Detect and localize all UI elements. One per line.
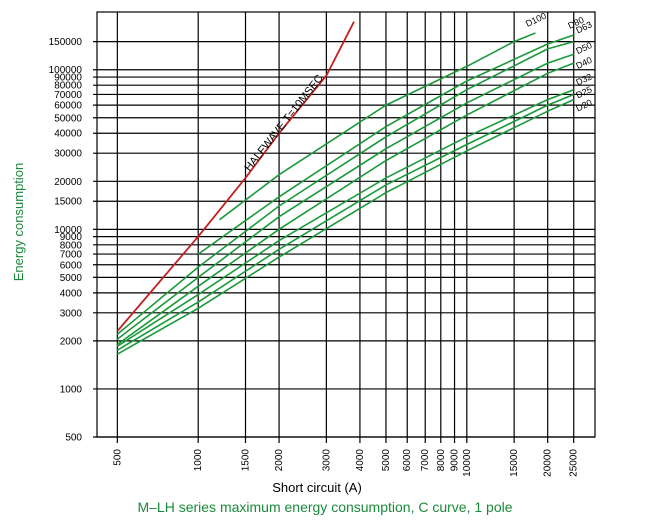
y-tick-label: 80000 — [54, 81, 82, 92]
series-label-d40: D40 — [574, 55, 593, 71]
x-axis-label: Short circuit (A) — [272, 480, 362, 495]
chart-caption: M–LH series maximum energy consumption, … — [137, 499, 512, 515]
series-line-d40 — [116, 62, 574, 346]
y-tick-label: 15000 — [54, 197, 82, 208]
y-tick-label: 8000 — [60, 240, 83, 251]
x-ticks: 500 1000 1500 2000 3000 4000 5000 6000 7000 8000 9… — [112, 449, 579, 477]
x-tick-label: 500 — [112, 449, 123, 466]
x-tick-label: 1500 — [241, 449, 252, 472]
series-line-d100 — [219, 32, 536, 221]
y-tick-label: 2000 — [60, 336, 83, 347]
x-tick-label: 25000 — [569, 449, 580, 477]
y-tick-label: 10000 — [54, 225, 82, 236]
y-tick-label: 1000 — [60, 384, 83, 395]
y-tick-label: 3000 — [60, 308, 83, 319]
x-tick-label: 2000 — [274, 449, 285, 472]
y-tick-label: 4000 — [60, 288, 83, 299]
y-tick-label: 150000 — [49, 37, 83, 48]
y-tick-label: 7000 — [60, 250, 83, 261]
series-line-d80 — [197, 34, 574, 255]
series-line-d50 — [116, 53, 574, 340]
y-tick-label: 5000 — [60, 273, 83, 284]
x-tick-label: 8000 — [436, 449, 447, 472]
x-tick-label: 20000 — [543, 449, 554, 477]
x-tick-label: 4000 — [355, 449, 366, 472]
series-line-d25 — [116, 93, 575, 351]
series-label-d100: D100 — [524, 11, 548, 29]
series-line-d63 — [116, 40, 574, 335]
y-ticks: 5001000200030004000500060007000800090001… — [49, 37, 83, 443]
curves — [116, 21, 575, 355]
series-label-d50: D50 — [574, 40, 593, 56]
x-tick-label: 15000 — [509, 449, 520, 477]
y-tick-label: 6000 — [60, 260, 83, 271]
series-label-d20: D20 — [574, 97, 593, 113]
series-line-d32 — [116, 88, 574, 347]
x-tick-label: 10000 — [462, 449, 473, 477]
y-tick-label: 100000 — [49, 65, 83, 76]
y-axis-label: Energy consumption — [11, 163, 26, 282]
x-tick-label: 9000 — [450, 449, 461, 472]
x-tick-label: 3000 — [321, 449, 332, 472]
series-line-d20 — [116, 98, 575, 355]
x-tick-label: 1000 — [193, 449, 204, 472]
y-tick-label: 9000 — [60, 232, 83, 243]
halfwave-label: HALFWAVE T=10MSEC — [242, 73, 325, 174]
x-tick-label: 7000 — [420, 449, 431, 472]
y-tick-label: 70000 — [54, 90, 82, 101]
y-tick-label: 500 — [65, 433, 82, 444]
y-tick-label: 50000 — [54, 113, 82, 124]
y-tick-label: 20000 — [54, 177, 82, 188]
x-tick-label: 6000 — [402, 449, 413, 472]
y-tick-label: 90000 — [54, 73, 82, 84]
y-tick-label: 30000 — [54, 149, 82, 160]
x-tick-label: 5000 — [381, 449, 392, 472]
y-tick-label: 60000 — [54, 101, 82, 112]
halfwave-reference-line — [116, 21, 355, 332]
y-tick-label: 40000 — [54, 129, 82, 140]
